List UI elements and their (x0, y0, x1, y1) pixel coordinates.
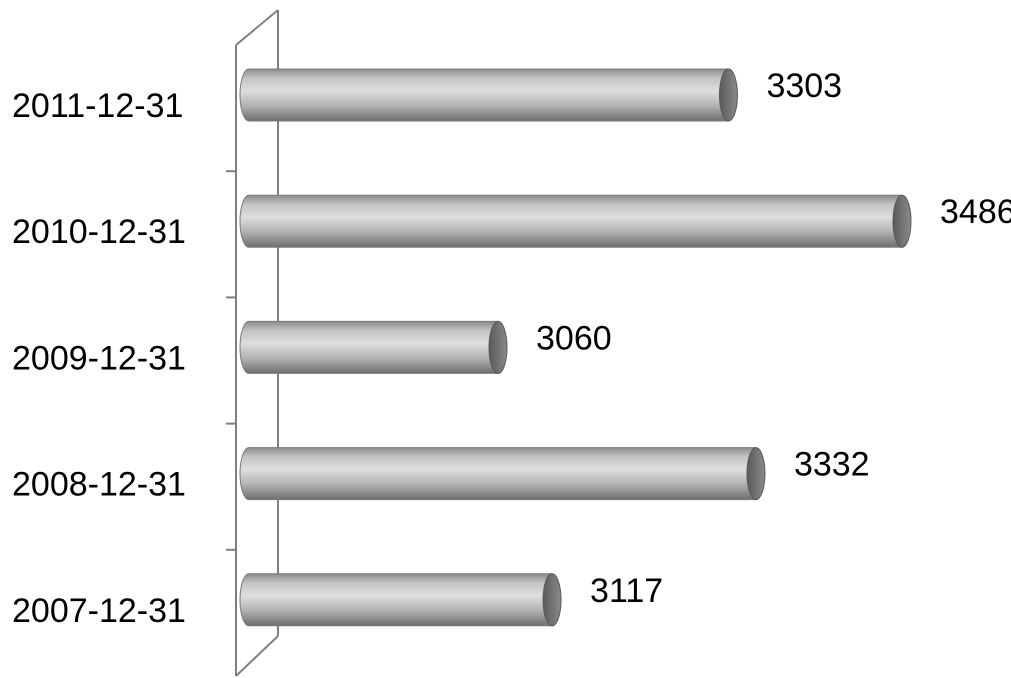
bar-body (240, 574, 552, 626)
category-label: 2009-12-31 (12, 339, 186, 377)
bar (240, 69, 737, 121)
category-label: 2011-12-31 (12, 87, 183, 125)
bar-body (240, 448, 756, 500)
bar-body (240, 321, 498, 373)
bar (240, 448, 765, 500)
bar-cap (747, 448, 765, 500)
category-label: 2008-12-31 (12, 466, 186, 504)
value-label: 3303 (766, 67, 842, 105)
category-labels: 2011-12-31 2010-12-31 2009-12-31 2008-12-31… (12, 87, 186, 630)
bar-cap (719, 69, 737, 121)
bar (240, 574, 561, 626)
category-label: 2010-12-31 (12, 213, 186, 251)
bar-body (240, 69, 728, 121)
category-label: 2007-12-31 (12, 592, 186, 630)
value-label: 3332 (794, 446, 870, 484)
value-label: 3486 (940, 193, 1011, 231)
bar-cap (893, 195, 911, 247)
bar (240, 321, 507, 373)
value-label: 3117 (590, 572, 663, 610)
axis-bottom-edge (236, 636, 278, 676)
value-labels: 3303 3486 3060 3332 3117 (536, 67, 1011, 610)
bar-cap (543, 574, 561, 626)
bar-body (240, 195, 902, 247)
bar-cap (489, 321, 507, 373)
axis-top-edge (236, 10, 278, 45)
value-label: 3060 (536, 319, 612, 357)
bar (240, 195, 911, 247)
